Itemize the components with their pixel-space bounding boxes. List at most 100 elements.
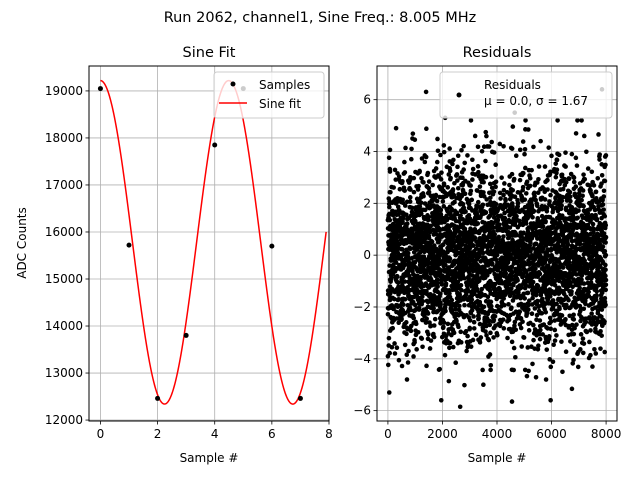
legend-residuals-marker bbox=[456, 92, 462, 98]
residual-point bbox=[450, 187, 456, 192]
residual-point bbox=[603, 262, 608, 268]
residual-point bbox=[393, 177, 399, 182]
residual-point bbox=[452, 180, 457, 186]
residual-point bbox=[572, 325, 577, 331]
residual-point bbox=[527, 175, 533, 181]
residual-point bbox=[575, 215, 580, 221]
residual-point bbox=[489, 174, 495, 179]
residual-point bbox=[603, 162, 608, 168]
residual-point bbox=[453, 360, 459, 366]
residual-point bbox=[397, 186, 403, 192]
residual-point bbox=[511, 176, 517, 182]
residual-point bbox=[511, 282, 516, 288]
residual-point bbox=[568, 339, 573, 344]
residual-point bbox=[437, 237, 442, 243]
residual-point bbox=[441, 143, 447, 148]
residual-point bbox=[454, 318, 459, 324]
sample-point bbox=[126, 242, 132, 248]
residual-point bbox=[434, 198, 440, 204]
residual-point bbox=[497, 323, 503, 329]
residual-point bbox=[423, 320, 429, 325]
sine-fit-line bbox=[100, 79, 327, 405]
residual-point bbox=[533, 197, 538, 203]
residual-point bbox=[509, 399, 515, 404]
residual-point bbox=[426, 185, 432, 191]
residual-point bbox=[406, 348, 411, 354]
residual-point bbox=[603, 277, 609, 283]
residual-point bbox=[536, 176, 541, 182]
residual-point bbox=[466, 202, 472, 207]
residual-point bbox=[510, 187, 516, 193]
residual-point bbox=[535, 190, 541, 196]
residual-point bbox=[591, 183, 597, 188]
residual-point bbox=[428, 223, 434, 229]
residual-point bbox=[533, 241, 539, 247]
residual-point bbox=[415, 329, 421, 335]
residual-point bbox=[455, 153, 461, 159]
residual-point bbox=[528, 249, 533, 254]
residual-point bbox=[560, 265, 566, 270]
residual-point bbox=[514, 213, 519, 219]
residual-point bbox=[438, 307, 444, 312]
residual-point bbox=[493, 201, 499, 207]
residual-point bbox=[416, 183, 421, 189]
residual-point bbox=[477, 299, 483, 305]
residual-point bbox=[603, 222, 609, 228]
residual-point bbox=[531, 322, 536, 328]
sine-fit-legend-box bbox=[213, 71, 325, 119]
residual-point bbox=[543, 257, 549, 262]
residual-point bbox=[404, 212, 409, 218]
residual-point bbox=[571, 331, 577, 337]
residual-point bbox=[523, 118, 528, 123]
residual-point bbox=[497, 222, 502, 227]
x-tick-label: 4000 bbox=[482, 427, 513, 441]
residual-point bbox=[569, 322, 575, 328]
residuals-legend: Residuals μ = 0.0, σ = 1.67 bbox=[439, 71, 613, 119]
residual-point bbox=[568, 280, 573, 286]
residual-point bbox=[594, 293, 599, 298]
residual-point bbox=[404, 221, 410, 226]
residual-point bbox=[447, 340, 453, 346]
residual-point bbox=[487, 352, 493, 357]
residual-point bbox=[582, 176, 588, 182]
x-tick-label: 0 bbox=[384, 427, 392, 441]
residual-point bbox=[507, 182, 512, 188]
y-tick-label: 0 bbox=[363, 248, 371, 262]
residual-point bbox=[462, 191, 468, 197]
residual-point bbox=[600, 202, 606, 207]
residual-point bbox=[455, 178, 460, 183]
residual-point bbox=[538, 138, 543, 144]
residuals-data bbox=[385, 87, 609, 410]
residual-point bbox=[488, 367, 493, 373]
residual-point bbox=[588, 328, 593, 333]
residual-point bbox=[571, 179, 577, 185]
residual-point bbox=[463, 292, 469, 297]
residual-point bbox=[468, 118, 474, 123]
residual-point bbox=[481, 194, 487, 199]
residual-point bbox=[556, 278, 562, 284]
residual-point bbox=[529, 167, 534, 173]
residual-point bbox=[395, 274, 400, 280]
sine-fit-ticks: 0 2 4 6 8 12000 13000 14000 15000 16000 17000 18000… bbox=[45, 84, 333, 441]
residual-point bbox=[387, 263, 392, 268]
residual-point bbox=[563, 179, 569, 185]
residual-point bbox=[554, 301, 559, 307]
residual-point bbox=[484, 197, 489, 202]
residual-point bbox=[451, 330, 457, 336]
residual-point bbox=[585, 222, 591, 228]
residual-point bbox=[517, 177, 523, 183]
residual-point bbox=[593, 351, 599, 356]
residual-point bbox=[475, 144, 481, 150]
residual-point bbox=[483, 174, 489, 180]
residual-point bbox=[509, 264, 515, 270]
residual-point bbox=[455, 279, 461, 285]
residual-point bbox=[570, 361, 576, 366]
residual-point bbox=[416, 307, 422, 312]
residual-point bbox=[523, 242, 529, 248]
residual-point bbox=[387, 217, 393, 223]
residual-point bbox=[488, 195, 493, 201]
residual-point bbox=[560, 194, 565, 200]
y-tick-label: 12000 bbox=[45, 413, 83, 427]
residual-point bbox=[469, 297, 475, 302]
residual-point bbox=[453, 304, 458, 309]
